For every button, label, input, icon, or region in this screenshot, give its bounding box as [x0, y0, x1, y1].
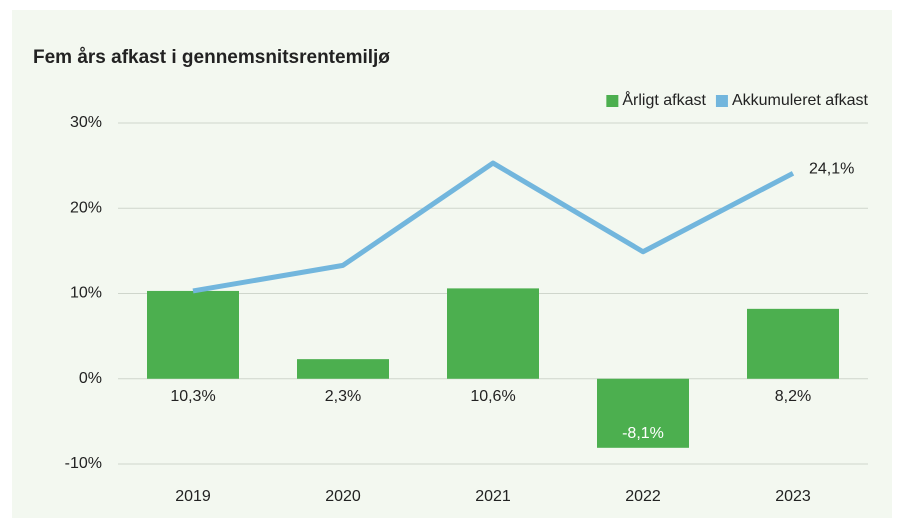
- bar: [747, 308, 839, 379]
- data-label: 2,3%: [325, 388, 361, 405]
- line: [192, 160, 795, 294]
- x-tick-label: 2022: [625, 488, 661, 505]
- legend-swatch: [606, 95, 619, 107]
- bar: [297, 359, 389, 379]
- data-label: 8,2%: [775, 388, 811, 405]
- data-label: 10,3%: [170, 388, 215, 405]
- bar: [147, 290, 239, 379]
- x-tick-label: 2021: [475, 488, 511, 505]
- y-tick-label: 20%: [70, 199, 102, 216]
- panel: [12, 10, 892, 518]
- x-tick-label: 2023: [775, 488, 811, 505]
- x-tick-label: 2020: [325, 488, 361, 505]
- data-label: 10,6%: [470, 388, 515, 405]
- y-tick-label: 10%: [70, 285, 102, 302]
- chart-title: Fem års afkast i gennemsnitsrentemiljø: [33, 47, 390, 68]
- bar: [597, 378, 689, 448]
- bar: [447, 288, 539, 379]
- y-tick-label: 0%: [79, 370, 102, 387]
- data-label: 24,1%: [809, 161, 854, 178]
- legend-label: Akkumuleret afkast: [732, 92, 869, 109]
- x-tick-label: 2019: [175, 488, 211, 505]
- y-tick-label: 30%: [70, 114, 102, 131]
- legend-label: Årligt afkast: [622, 90, 706, 109]
- data-label: -8,1%: [622, 425, 664, 442]
- y-tick-label: -10%: [65, 455, 102, 472]
- legend-swatch: [715, 95, 728, 107]
